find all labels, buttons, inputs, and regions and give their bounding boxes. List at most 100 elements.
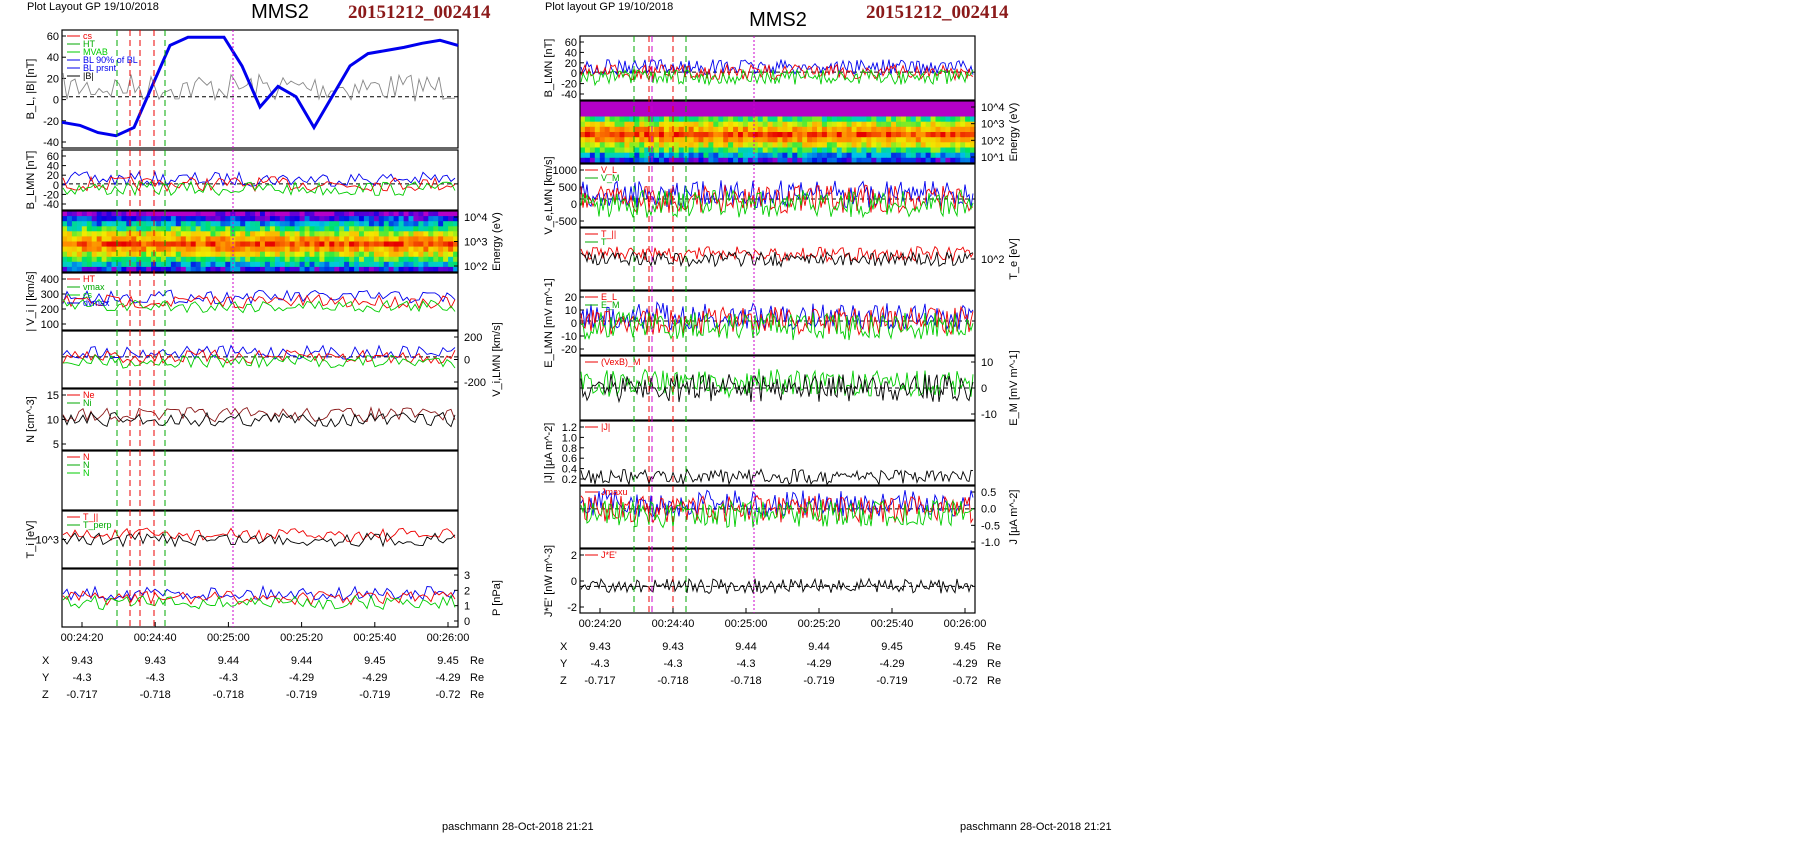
- panel-frame: [579, 100, 976, 164]
- heatmap-cell: [86, 256, 93, 263]
- heatmap-cell: [624, 157, 630, 164]
- heatmap-cell: [225, 216, 231, 222]
- heatmap-cell: [91, 261, 98, 268]
- heatmap-cell: [383, 221, 390, 227]
- heatmap-cell: [398, 261, 405, 268]
- heatmap-cell: [634, 101, 640, 107]
- heatmap-cell: [319, 231, 325, 237]
- heatmap-cell: [935, 142, 941, 149]
- heatmap-cell: [846, 147, 853, 154]
- heatmap-cell: [693, 121, 700, 128]
- heatmap-cell: [403, 236, 410, 243]
- heatmap-cell: [106, 216, 112, 222]
- heatmap-cell: [589, 106, 596, 112]
- ytick-label: -0.5: [981, 520, 1000, 532]
- heatmap-cell: [654, 132, 660, 138]
- panel-frame: [579, 35, 976, 101]
- heatmap-cell: [920, 106, 927, 112]
- heatmap-cell: [67, 266, 73, 273]
- heatmap-cell: [235, 256, 241, 263]
- heatmap-cell: [688, 147, 695, 154]
- series-trace: [580, 489, 974, 518]
- heatmap-cell: [831, 111, 838, 118]
- heatmap-cell: [767, 142, 774, 149]
- heatmap-cell: [101, 251, 108, 258]
- heatmap-cell: [220, 216, 226, 222]
- heatmap-cell: [121, 241, 127, 248]
- heatmap-cell: [185, 236, 192, 243]
- ytick-label: -20: [561, 79, 577, 91]
- heatmap-cell: [841, 126, 848, 133]
- heatmap-cell: [851, 126, 858, 133]
- heatmap-cell: [614, 157, 621, 164]
- heatmap-cell: [693, 157, 700, 164]
- heatmap-cell: [269, 261, 276, 268]
- heatmap-cell: [185, 226, 192, 232]
- heatmap-cell: [210, 261, 216, 268]
- heatmap-cell: [594, 147, 601, 154]
- heatmap-cell: [807, 152, 813, 159]
- heatmap-cell: [146, 241, 152, 248]
- heatmap-cell: [688, 157, 695, 164]
- heatmap-cell: [812, 132, 818, 138]
- heatmap-cell: [363, 251, 370, 258]
- heatmap-cell: [339, 216, 345, 222]
- event-id: 20151212_002414: [348, 2, 491, 23]
- heatmap-cell: [639, 142, 645, 149]
- heatmap-cell: [289, 216, 296, 222]
- heatmap-cell: [67, 241, 73, 248]
- heatmap-cell: [649, 142, 655, 149]
- heatmap-cell: [170, 261, 177, 268]
- heatmap-cell: [728, 142, 734, 149]
- heatmap-cell: [264, 266, 271, 273]
- heatmap-cell: [673, 137, 680, 143]
- heatmap-cell: [161, 261, 167, 268]
- heatmap-cell: [668, 142, 675, 149]
- heatmap-cell: [324, 231, 330, 237]
- heatmap-cell: [279, 231, 286, 237]
- heatmap-cell: [96, 211, 103, 217]
- heatmap-cell: [777, 142, 783, 149]
- heatmap-cell: [349, 241, 355, 248]
- heatmap-cell: [629, 142, 635, 149]
- heatmap-cell: [841, 137, 848, 143]
- heatmap-cell: [792, 126, 798, 133]
- heatmap-cell: [797, 142, 803, 149]
- ephem-value: -4.29: [362, 672, 387, 684]
- heatmap-cell: [797, 157, 803, 164]
- ytick-label: 2: [464, 585, 470, 597]
- heatmap-cell: [821, 106, 828, 112]
- heatmap-cell: [713, 142, 719, 149]
- ephem-row-name: X: [560, 641, 568, 653]
- ytick-label: 0: [571, 68, 577, 80]
- heatmap-cell: [413, 221, 419, 227]
- legend-entry: Jmaxu: [601, 487, 628, 497]
- heatmap-cell: [624, 126, 630, 133]
- heatmap-cell: [180, 256, 187, 263]
- heatmap-cell: [111, 251, 117, 258]
- heatmap-cell: [891, 111, 897, 118]
- heatmap-cell: [240, 251, 246, 258]
- heatmap-cell: [915, 132, 922, 138]
- heatmap-cell: [965, 152, 971, 159]
- heatmap-cell: [876, 126, 882, 133]
- series-trace: [580, 62, 974, 82]
- heatmap-cell: [891, 126, 897, 133]
- heatmap-cell: [624, 152, 630, 159]
- heatmap-cell: [718, 152, 724, 159]
- heatmap-cell: [304, 216, 311, 222]
- heatmap-cell: [752, 121, 759, 128]
- heatmap-cell: [856, 116, 862, 123]
- heatmap-cell: [584, 137, 591, 143]
- heatmap-cell: [398, 211, 405, 217]
- heatmap-cell: [960, 126, 966, 133]
- heatmap-cell: [802, 157, 808, 164]
- heatmap-cell: [787, 121, 793, 128]
- heatmap-cell: [708, 142, 714, 149]
- panel-7: [579, 420, 976, 487]
- heatmap-cell: [314, 216, 320, 222]
- heatmap-cell: [752, 152, 759, 159]
- heatmap-cell: [62, 256, 68, 263]
- heatmap-cell: [723, 106, 729, 112]
- heatmap-cell: [418, 221, 424, 227]
